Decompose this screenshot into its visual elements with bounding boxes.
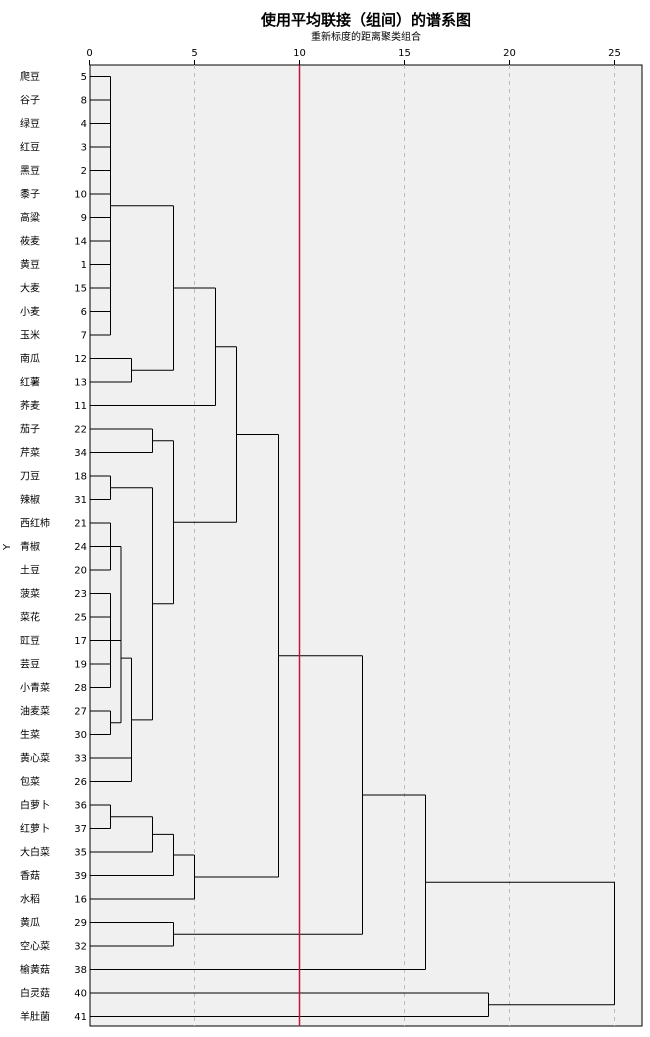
leaf-name: 土豆	[20, 564, 40, 577]
leaf-name: 包菜	[20, 775, 40, 788]
leaf-name: 辣椒	[20, 493, 40, 506]
leaf-number: 5	[81, 72, 87, 83]
leaf-name: 红豆	[20, 141, 40, 154]
leaf-name: 荞麦	[20, 400, 40, 412]
leaf-number: 6	[81, 307, 87, 318]
leaf-number: 40	[74, 989, 87, 1000]
leaf-number: 10	[74, 190, 87, 201]
leaf-number: 9	[81, 213, 87, 224]
leaf-name: 豇豆	[20, 635, 40, 647]
leaf-number: 27	[74, 707, 87, 718]
x-tick-label: 15	[398, 48, 411, 59]
x-tick-label: 10	[293, 48, 306, 59]
leaf-number: 4	[81, 119, 87, 130]
chart-title: 使用平均联接（组间）的谱系图	[260, 11, 471, 29]
leaf-number: 13	[74, 378, 87, 389]
leaf-number: 22	[74, 425, 87, 436]
leaf-number: 17	[74, 636, 87, 647]
leaf-name: 小青菜	[20, 681, 50, 694]
leaf-number: 1	[81, 260, 87, 271]
leaf-number: 23	[74, 589, 87, 600]
leaf-name: 红萝卜	[20, 822, 50, 835]
x-tick-label: 20	[503, 48, 516, 59]
leaf-name: 小麦	[20, 306, 40, 318]
leaf-number: 33	[74, 754, 87, 765]
leaf-name: 榆黄菇	[20, 963, 50, 976]
leaf-name: 白灵菇	[20, 987, 50, 1000]
x-tick-label: 0	[86, 48, 92, 59]
leaf-number: 11	[74, 401, 87, 412]
leaf-name: 羊肚菌	[20, 1010, 50, 1023]
leaf-number: 31	[74, 495, 87, 506]
leaf-name: 大麦	[20, 282, 40, 295]
leaf-number: 7	[81, 331, 87, 342]
leaf-name: 芸豆	[20, 658, 40, 671]
leaf-name: 空心菜	[20, 940, 50, 953]
leaf-name: 黄心菜	[20, 752, 50, 765]
leaf-number: 26	[74, 777, 87, 788]
leaf-name: 西红柿	[20, 517, 50, 530]
leaf-labels: 爬豆 5 谷子 8 绿豆 4 红豆 3 黑豆 2 黍子 10 高粱 9 莜麦 14 黄豆 1 大麦 15 小麦 6 玉米 7 南…	[20, 71, 87, 1023]
leaf-name: 黄豆	[20, 258, 40, 271]
leaf-name: 黍子	[20, 188, 40, 201]
leaf-name: 大白菜	[20, 846, 50, 859]
leaf-number: 37	[74, 824, 87, 835]
leaf-number: 20	[74, 566, 87, 577]
leaf-number: 28	[74, 683, 87, 694]
leaf-number: 12	[74, 354, 87, 365]
leaf-name: 茄子	[20, 423, 40, 436]
leaf-number: 15	[74, 284, 87, 295]
leaf-name: 黑豆	[20, 165, 40, 177]
leaf-name: 莜麦	[20, 235, 40, 248]
x-axis: 0 5 10 15 20 25	[86, 48, 621, 65]
leaf-name: 谷子	[20, 95, 40, 107]
leaf-number: 29	[74, 918, 87, 929]
leaf-number: 14	[74, 237, 87, 248]
leaf-name: 黄瓜	[20, 916, 40, 929]
leaf-name: 生菜	[20, 728, 40, 741]
leaf-name: 爬豆	[20, 71, 40, 83]
leaf-number: 30	[74, 730, 87, 741]
x-tick-label: 5	[191, 48, 197, 59]
leaf-name: 青椒	[20, 540, 40, 553]
leaf-name: 菠菜	[20, 588, 40, 600]
leaf-number: 19	[74, 660, 87, 671]
leaf-number: 39	[74, 871, 87, 882]
leaf-number: 41	[74, 1012, 87, 1023]
leaf-number: 3	[81, 143, 87, 154]
leaf-number: 34	[74, 448, 87, 459]
plot-area	[89, 64, 643, 1027]
leaf-number: 18	[74, 472, 87, 483]
leaf-number: 32	[74, 942, 87, 953]
leaf-number: 25	[74, 613, 87, 624]
leaf-number: 35	[74, 848, 87, 859]
leaf-name: 水稻	[20, 894, 40, 906]
y-axis-label: Y	[2, 543, 13, 551]
leaf-name: 芹菜	[20, 447, 40, 459]
leaf-name: 香菇	[20, 869, 40, 882]
leaf-name: 绿豆	[20, 117, 40, 130]
leaf-number: 21	[74, 519, 87, 530]
leaf-number: 24	[74, 542, 87, 553]
leaf-name: 白萝卜	[20, 799, 50, 812]
leaf-name: 菜花	[20, 611, 40, 624]
leaf-number: 36	[74, 801, 87, 812]
dendrogram-tree	[89, 76, 615, 1017]
leaf-number: 8	[81, 96, 87, 107]
leaf-number: 16	[74, 895, 87, 906]
leaf-name: 红薯	[20, 376, 40, 389]
leaf-number: 2	[81, 166, 87, 177]
leaf-number: 38	[74, 965, 87, 976]
leaf-name: 刀豆	[20, 471, 40, 483]
leaf-name: 油麦菜	[20, 705, 50, 718]
leaf-name: 玉米	[20, 329, 40, 342]
chart-subtitle: 重新标度的距离聚类组合	[311, 30, 421, 43]
x-tick-label: 25	[608, 48, 621, 59]
leaf-name: 南瓜	[20, 352, 40, 365]
leaf-name: 高粱	[20, 211, 40, 224]
